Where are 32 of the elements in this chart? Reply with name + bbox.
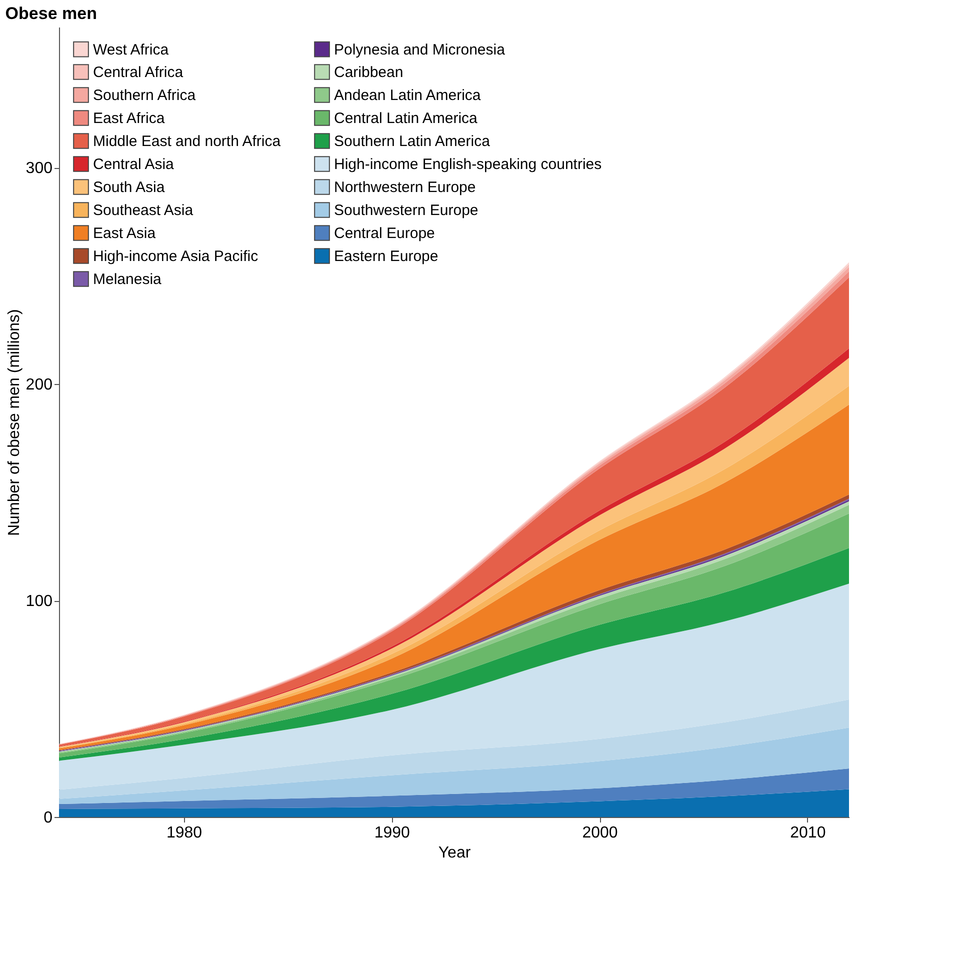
x-tick-label: 2000 [582, 824, 618, 842]
legend-label: High-income Asia Pacific [93, 248, 259, 265]
y-axis-title: Number of obese men (millions) [6, 309, 23, 536]
y-tick-label: 300 [26, 160, 53, 178]
legend-label: South Asia [93, 179, 166, 196]
legend-label: Central Latin America [334, 110, 478, 127]
legend-label: East Africa [93, 110, 166, 127]
legend-label: West Africa [93, 41, 170, 58]
legend-label: Melanesia [93, 271, 162, 288]
x-tick-label: 1980 [166, 824, 202, 842]
legend-label: Central Africa [93, 64, 184, 81]
x-axis-title: Year [438, 844, 472, 862]
legend-label: Southeast Asia [93, 202, 194, 219]
y-tick-label: 100 [26, 593, 53, 610]
x-tick-label: 1990 [374, 824, 410, 842]
legend-label: High-income English-speaking countries [334, 156, 602, 173]
legend-label: Caribbean [334, 64, 404, 81]
legend-label: Andean Latin America [334, 87, 482, 104]
legend-label: Northwestern Europe [334, 179, 476, 196]
y-tick-label: 0 [44, 810, 53, 826]
legend-label: Central Asia [93, 156, 175, 173]
legend-label: East Asia [93, 225, 156, 242]
legend-label: Polynesia and Micronesia [334, 41, 506, 58]
legend-label: Southern Africa [93, 87, 196, 104]
y-tick-label: 200 [26, 376, 53, 394]
legend-label: Middle East and north Africa [93, 133, 282, 150]
chart-title: Obese men [5, 4, 97, 23]
legend-label: Southern Latin America [334, 133, 491, 150]
legend-label: Southwestern Europe [334, 202, 478, 219]
legend-label: Eastern Europe [334, 248, 438, 265]
legend-label: Central Europe [334, 225, 435, 242]
x-tick-label: 2010 [790, 824, 826, 842]
